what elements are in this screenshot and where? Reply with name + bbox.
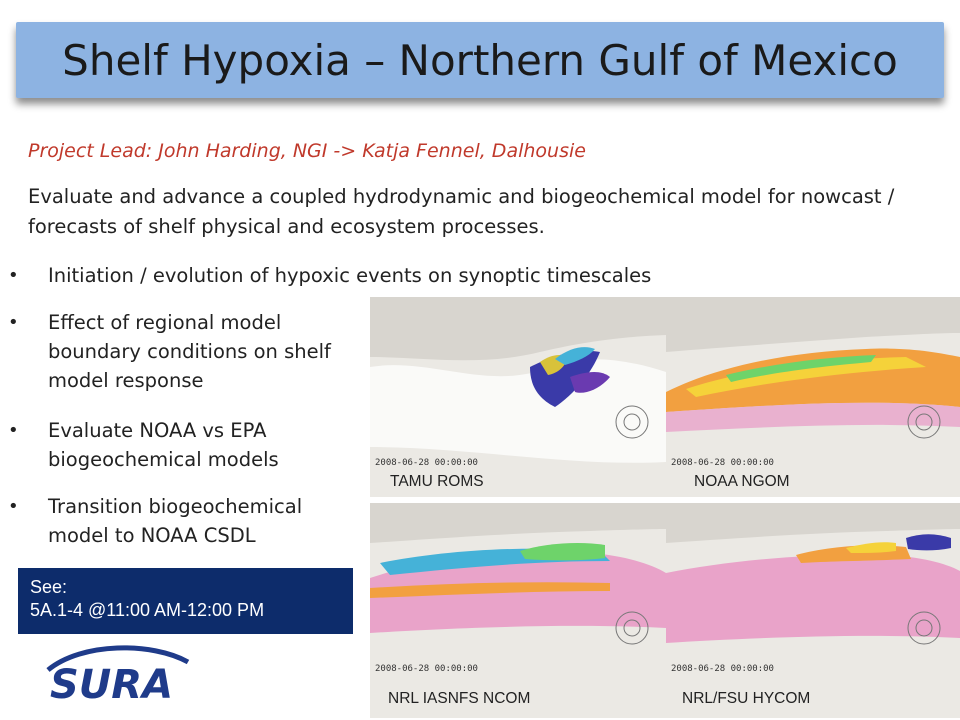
- panel-date: 2008-06-28 00:00:00: [375, 458, 478, 468]
- title-bar: Shelf Hypoxia – Northern Gulf of Mexico: [16, 22, 944, 98]
- page-title: Shelf Hypoxia – Northern Gulf of Mexico: [62, 35, 898, 85]
- panel-label-nrl-fsu-hycom: NRL/FSU HYCOM: [682, 690, 811, 707]
- model-panel-tamu-roms: 2008-06-28 00:00:00 TAMU ROMS: [370, 297, 666, 497]
- panel-date: 2008-06-28 00:00:00: [671, 458, 774, 468]
- session-info-time: 5A.1-4 @11:00 AM-12:00 PM: [30, 600, 265, 620]
- sura-logo-text: SURA: [50, 662, 173, 706]
- bullet-item-2: Effect of regional model boundary condit…: [8, 308, 343, 395]
- project-description: Evaluate and advance a coupled hydrodyna…: [28, 185, 895, 238]
- salinity-map-nrl-fsu-hycom: 2008-06-28 00:00:00: [666, 503, 960, 718]
- sura-logo: SURA: [46, 645, 190, 706]
- panel-label-tamu-roms: TAMU ROMS: [390, 473, 484, 490]
- salinity-map-tamu-roms: 2008-06-28 00:00:00: [370, 297, 666, 497]
- panel-date: 2008-06-28 00:00:00: [671, 664, 774, 674]
- salinity-map-nrl-iasnfs-ncom: 2008-06-28 00:00:00: [370, 503, 666, 718]
- bullet-item-1: Initiation / evolution of hypoxic events…: [8, 261, 808, 290]
- session-info-box: See: 5A.1-4 @11:00 AM-12:00 PM: [18, 568, 353, 634]
- panel-date: 2008-06-28 00:00:00: [375, 664, 478, 674]
- model-panel-nrl-fsu-hycom: 2008-06-28 00:00:00 NRL/FSU HYCOM: [666, 503, 960, 718]
- panel-label-nrl-iasnfs-ncom: NRL IASNFS NCOM: [388, 690, 531, 707]
- project-lead: Project Lead: John Harding, NGI -> Katja…: [28, 140, 586, 162]
- panel-label-noaa-ngom: NOAA NGOM: [694, 473, 790, 490]
- bullet-item-3: Evaluate NOAA vs EPA biogeochemical mode…: [8, 416, 343, 474]
- session-info-heading: See:: [30, 577, 68, 597]
- model-panel-noaa-ngom: 2008-06-28 00:00:00 NOAA NGOM: [666, 297, 960, 497]
- salinity-map-noaa-ngom: 2008-06-28 00:00:00: [666, 297, 960, 497]
- model-panel-nrl-iasnfs-ncom: 2008-06-28 00:00:00 NRL IASNFS NCOM: [370, 503, 666, 718]
- bullet-item-4: Transition biogeochemical model to NOAA …: [8, 492, 358, 550]
